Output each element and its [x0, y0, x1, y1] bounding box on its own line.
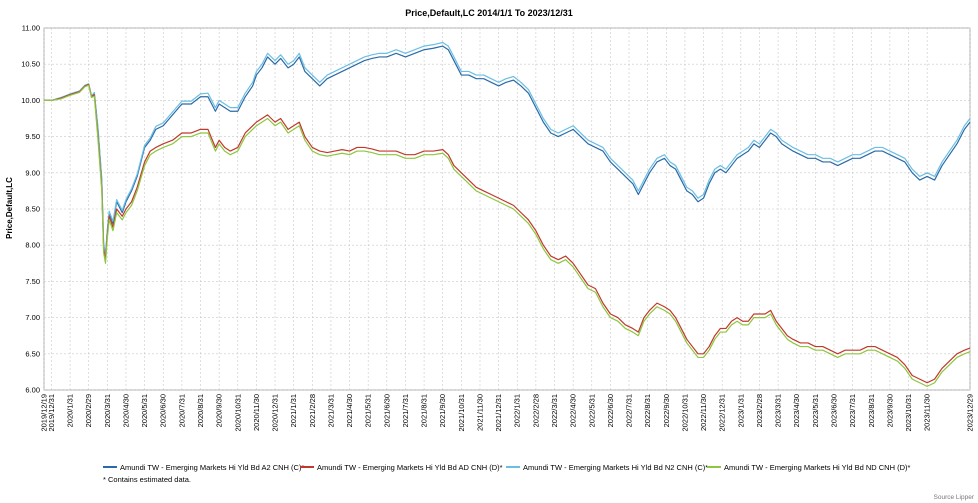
- x-tick-label: 2022/11/30: [699, 394, 708, 431]
- y-tick-label: 6.50: [25, 349, 40, 358]
- y-tick-label: 10.00: [21, 96, 40, 105]
- x-tick-label: 2022/9/30: [662, 394, 671, 427]
- y-axis-ticks: 11.00 10.50 10.00 9.50 9.00 8.50 8.00 7.50 7.00 6…: [21, 24, 40, 395]
- x-tick-label: 2020/11/30: [252, 394, 261, 431]
- y-tick-label: 7.50: [25, 277, 40, 286]
- x-tick-label: 2020/8/31: [196, 394, 205, 427]
- x-tick-label: 2020/3/31: [103, 394, 112, 427]
- y-tick-label: 9.50: [25, 132, 40, 141]
- x-tick-label: 2022/3/31: [550, 394, 559, 427]
- y-tick-label: 10.50: [21, 60, 40, 69]
- x-tick-label: 2019/12/19: [40, 394, 49, 432]
- y-tick-label: 11.00: [22, 24, 40, 33]
- legend-label: Amundi TW - Emerging Markets Hi Yld Bd A…: [120, 463, 304, 472]
- legend-label: Amundi TW - Emerging Markets Hi Yld Bd N…: [523, 463, 708, 472]
- series-line-3: [44, 41, 971, 256]
- legend: Amundi TW - Emerging Markets Hi Yld Bd A…: [103, 463, 911, 472]
- x-tick-label: 2023/2/28: [755, 394, 764, 427]
- x-tick-label: 2021/4/30: [345, 394, 354, 427]
- series-line-2: [44, 83, 971, 384]
- x-tick-label: 2020/7/31: [177, 394, 186, 427]
- x-tick-label: 2021/6/30: [382, 394, 391, 427]
- x-tick-label: 2021/10/31: [457, 394, 466, 432]
- y-tick-label: 8.50: [25, 205, 40, 214]
- x-tick-label: 2022/1/31: [513, 394, 522, 427]
- x-tick-label: 2021/12/31: [494, 394, 503, 432]
- x-tick-label: 2022/8/31: [643, 394, 652, 427]
- x-tick-label: 2020/6/30: [159, 394, 168, 427]
- x-tick-label: 2020/9/30: [215, 394, 224, 427]
- y-axis-label: Price,Default,LC: [5, 177, 14, 239]
- x-tick-label: 2020/12/31: [271, 394, 280, 432]
- source-label: Source Lipper: [934, 494, 975, 501]
- y-tick-label: 7.00: [25, 313, 40, 322]
- x-tick-label: 2022/6/30: [606, 394, 615, 427]
- x-tick-label: 2022/12/31: [718, 394, 727, 432]
- chart-title: Price,Default,LC 2014/1/1 To 2023/12/31: [405, 8, 572, 18]
- x-tick-label: 2021/3/31: [326, 394, 335, 427]
- x-tick-label: 2020/10/31: [233, 394, 242, 432]
- x-tick-label: 2021/2/28: [308, 394, 317, 427]
- x-tick-label: 2023/12/29: [966, 394, 975, 432]
- x-tick-label: 2021/9/30: [438, 394, 447, 427]
- x-tick-label: 2023/5/31: [811, 394, 820, 427]
- x-tick-label: 2021/8/31: [420, 394, 429, 427]
- series-lines: [44, 41, 971, 387]
- grid-lines: [43, 27, 971, 391]
- x-tick-label: 2022/4/30: [569, 394, 578, 427]
- x-tick-label: 2023/3/31: [774, 394, 783, 427]
- series-line-4: [44, 84, 971, 387]
- x-tick-label: 2021/11/30: [475, 394, 484, 431]
- x-tick-label: 2023/10/31: [904, 394, 913, 432]
- plot-area: [43, 27, 971, 391]
- x-tick-label: 2023/9/30: [885, 394, 894, 427]
- x-tick-label: 2022/5/31: [587, 394, 596, 427]
- x-tick-label: 2020/4/30: [121, 394, 130, 427]
- x-tick-label: 2023/1/31: [736, 394, 745, 427]
- x-tick-label: 2023/6/30: [829, 394, 838, 427]
- x-tick-label: 2021/7/31: [401, 394, 410, 427]
- x-tick-label: 2023/4/30: [792, 394, 801, 427]
- x-tick-label: 2021/1/31: [289, 394, 298, 427]
- estimated-data-note: * Contains estimated data.: [103, 475, 191, 484]
- x-tick-label: 2023/7/31: [848, 394, 857, 427]
- y-tick-label: 8.00: [25, 241, 40, 250]
- x-tick-label: 2020/2/29: [84, 394, 93, 427]
- x-tick-label: 2022/7/31: [625, 394, 634, 427]
- x-tick-label: 2020/1/31: [66, 394, 75, 427]
- x-tick-label: 2020/5/31: [140, 394, 149, 427]
- x-tick-label: 2023/8/31: [867, 394, 876, 427]
- series-line-1: [44, 45, 971, 257]
- legend-label: Amundi TW - Emerging Markets Hi Yld Bd N…: [724, 463, 911, 472]
- x-tick-label: 2023/11/30: [923, 394, 932, 431]
- x-tick-label: 2022/10/31: [680, 394, 689, 432]
- x-tick-label: 2022/2/28: [531, 394, 540, 427]
- y-tick-label: 9.00: [25, 168, 40, 177]
- x-tick-label: 2021/5/31: [364, 394, 373, 427]
- legend-label: Amundi TW - Emerging Markets Hi Yld Bd A…: [317, 463, 503, 472]
- x-tick-label: 2019/12/31: [47, 394, 56, 432]
- y-tick-label: 6.00: [25, 386, 40, 395]
